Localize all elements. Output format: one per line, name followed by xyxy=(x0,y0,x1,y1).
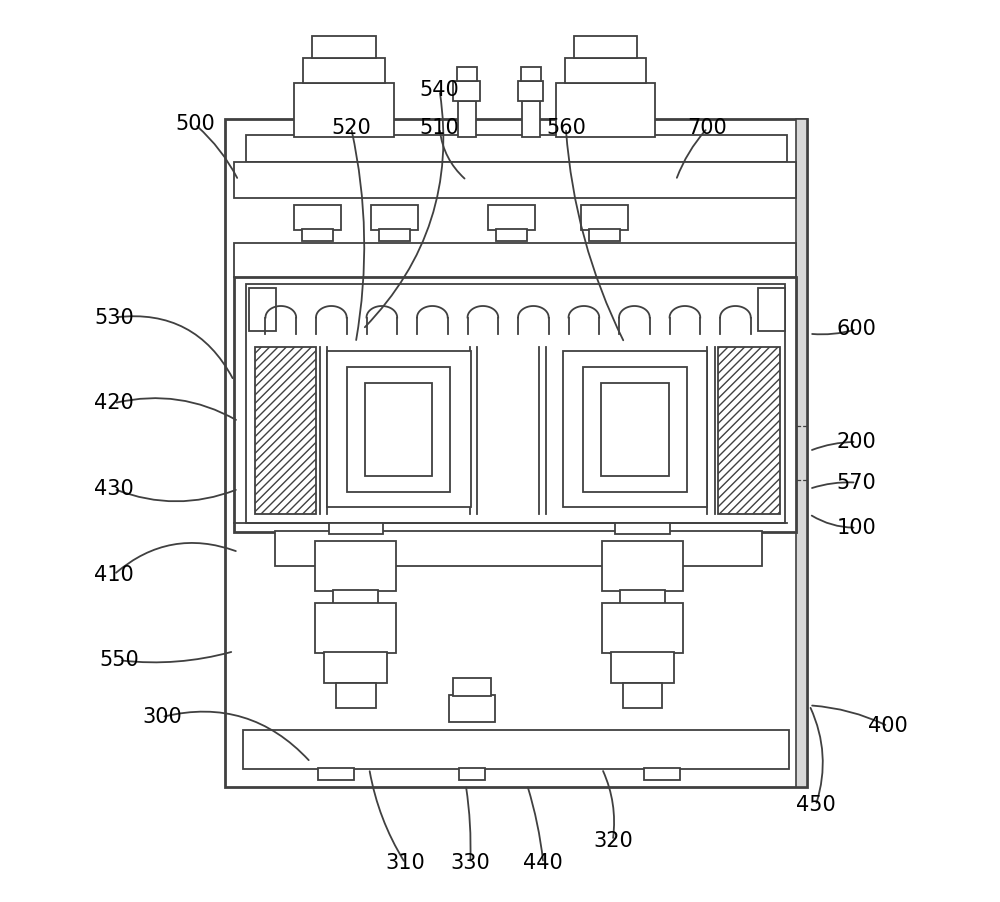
Text: 550: 550 xyxy=(99,650,139,670)
Bar xyxy=(488,205,535,230)
Bar xyxy=(243,730,789,769)
Bar xyxy=(589,229,620,241)
Bar xyxy=(234,277,796,532)
Bar xyxy=(615,523,670,534)
Text: 320: 320 xyxy=(593,831,633,851)
Bar xyxy=(602,603,683,653)
Bar xyxy=(347,367,450,492)
Bar xyxy=(246,284,785,523)
Text: 520: 520 xyxy=(331,118,371,138)
Text: 100: 100 xyxy=(836,518,876,538)
Bar xyxy=(574,36,637,58)
Text: 420: 420 xyxy=(94,393,134,413)
Bar xyxy=(329,523,383,534)
Bar xyxy=(294,205,341,230)
Bar xyxy=(274,531,762,566)
Bar xyxy=(315,541,396,591)
Text: 560: 560 xyxy=(546,118,586,138)
Bar xyxy=(324,652,387,683)
Bar xyxy=(453,678,491,696)
Text: 410: 410 xyxy=(94,565,134,584)
Text: 310: 310 xyxy=(385,853,425,873)
Bar xyxy=(601,383,669,476)
Bar xyxy=(234,243,796,277)
Bar xyxy=(234,162,796,198)
Text: 530: 530 xyxy=(94,308,134,327)
Bar xyxy=(623,683,662,708)
Text: 200: 200 xyxy=(836,432,876,452)
Text: 540: 540 xyxy=(420,80,459,100)
Bar xyxy=(496,229,527,241)
Bar xyxy=(246,135,787,162)
Bar xyxy=(249,288,276,331)
Bar xyxy=(336,683,376,708)
Bar xyxy=(255,347,316,514)
Bar xyxy=(518,81,543,101)
Text: 510: 510 xyxy=(420,118,459,138)
Bar xyxy=(611,652,674,683)
Bar xyxy=(294,83,394,137)
Bar xyxy=(327,351,471,507)
Bar xyxy=(371,205,418,230)
Bar xyxy=(556,83,655,137)
Text: 430: 430 xyxy=(94,479,134,499)
Bar xyxy=(318,768,354,780)
Bar xyxy=(796,119,807,787)
Bar xyxy=(758,288,785,331)
Text: 400: 400 xyxy=(868,716,908,736)
Bar xyxy=(312,36,376,58)
Bar xyxy=(521,67,541,81)
Bar xyxy=(718,347,780,514)
Bar xyxy=(303,58,385,83)
Bar xyxy=(583,367,687,492)
Text: 570: 570 xyxy=(836,473,876,492)
Bar xyxy=(563,351,707,507)
Bar xyxy=(522,101,540,137)
Text: 700: 700 xyxy=(688,118,727,138)
Text: 500: 500 xyxy=(175,115,215,134)
Bar xyxy=(644,768,680,780)
Bar xyxy=(379,229,410,241)
Bar xyxy=(565,58,646,83)
Bar xyxy=(602,541,683,591)
Bar xyxy=(333,590,378,604)
Bar xyxy=(449,695,495,722)
Bar xyxy=(225,119,807,787)
Bar xyxy=(457,67,477,81)
Bar xyxy=(453,81,480,101)
Text: 300: 300 xyxy=(142,707,182,727)
Bar xyxy=(458,101,476,137)
Bar xyxy=(459,768,485,780)
Bar xyxy=(581,205,628,230)
Text: 440: 440 xyxy=(523,853,563,873)
Bar xyxy=(302,229,333,241)
Bar xyxy=(315,603,396,653)
Text: 450: 450 xyxy=(796,796,836,815)
Bar xyxy=(365,383,432,476)
Text: 330: 330 xyxy=(450,853,490,873)
Text: 600: 600 xyxy=(836,319,876,339)
Bar xyxy=(620,590,665,604)
